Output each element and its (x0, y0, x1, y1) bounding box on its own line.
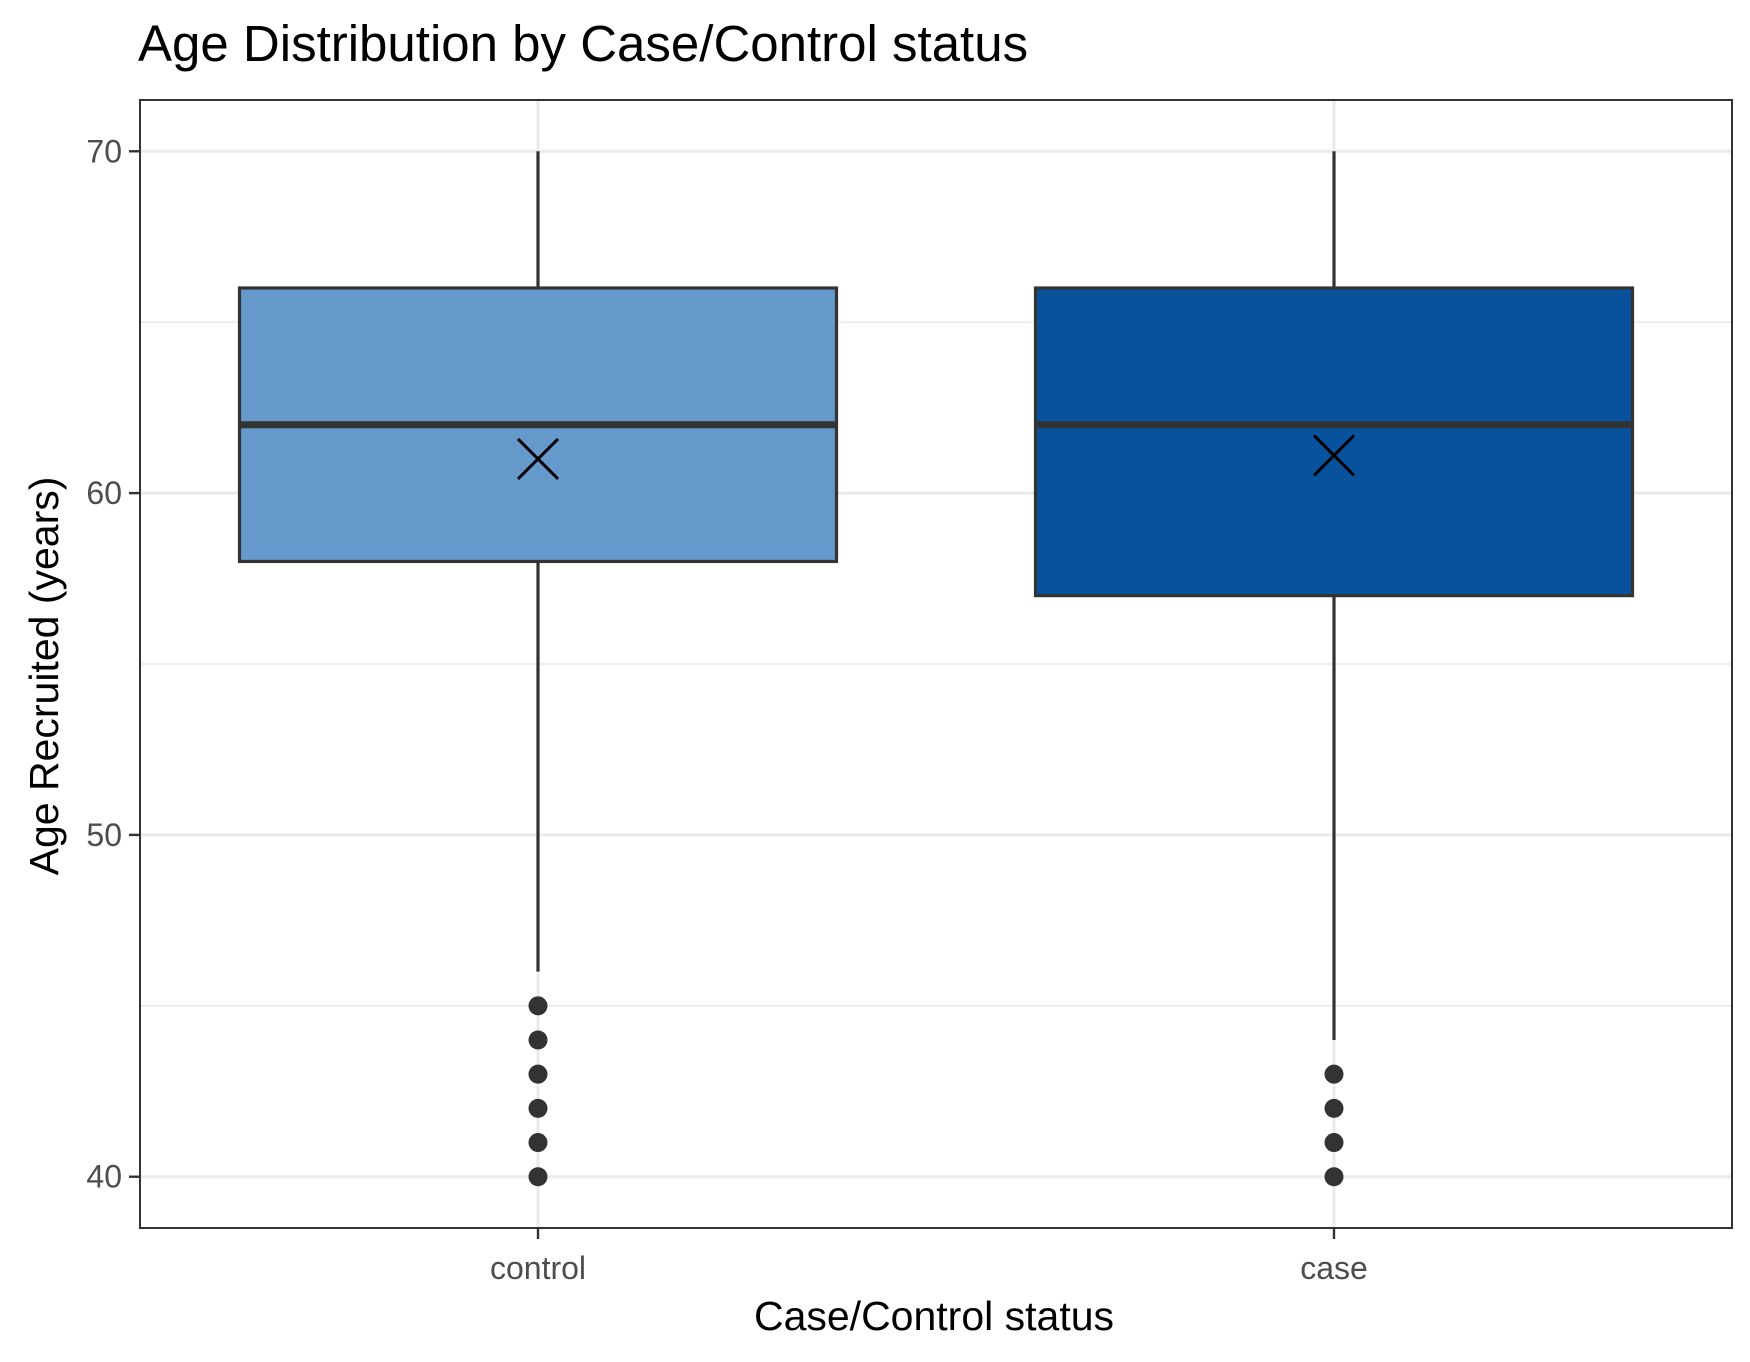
chart-title: Age Distribution by Case/Control status (138, 15, 1028, 72)
box-case (1033, 151, 1635, 1187)
boxes (237, 151, 1635, 1187)
outlier-point (1324, 1098, 1344, 1118)
outlier-point (528, 1064, 548, 1084)
outlier-point (528, 1098, 548, 1118)
outlier-point (1324, 1167, 1344, 1187)
y-tick-label: 70 (86, 133, 122, 169)
y-tick-label: 50 (86, 817, 122, 853)
y-axis-title: Age Recruited (years) (21, 477, 67, 876)
mean-marker (516, 437, 560, 480)
box-iqr (1033, 286, 1635, 598)
x-axis-title: Case/Control status (754, 1293, 1114, 1339)
panel-border (139, 99, 1733, 1229)
outlier-point (528, 1133, 548, 1153)
box-control (237, 151, 839, 1187)
mean-marker (1312, 434, 1356, 477)
x-tick-label: control (490, 1250, 586, 1286)
outlier-point (528, 996, 548, 1016)
outlier-point (1324, 1133, 1344, 1153)
grid-lines (140, 100, 1732, 1228)
x-axis: control case (490, 1228, 1368, 1286)
x-tick-label: case (1300, 1250, 1368, 1286)
y-tick-label: 40 (86, 1159, 122, 1195)
outlier-point (528, 1030, 548, 1050)
mean-marker-stroke (1312, 434, 1356, 477)
y-tick-label: 60 (86, 475, 122, 511)
mean-marker-stroke (516, 437, 560, 480)
y-axis: 40 50 60 70 (86, 133, 140, 1195)
outlier-point (528, 1167, 548, 1187)
outlier-point (1324, 1064, 1344, 1084)
